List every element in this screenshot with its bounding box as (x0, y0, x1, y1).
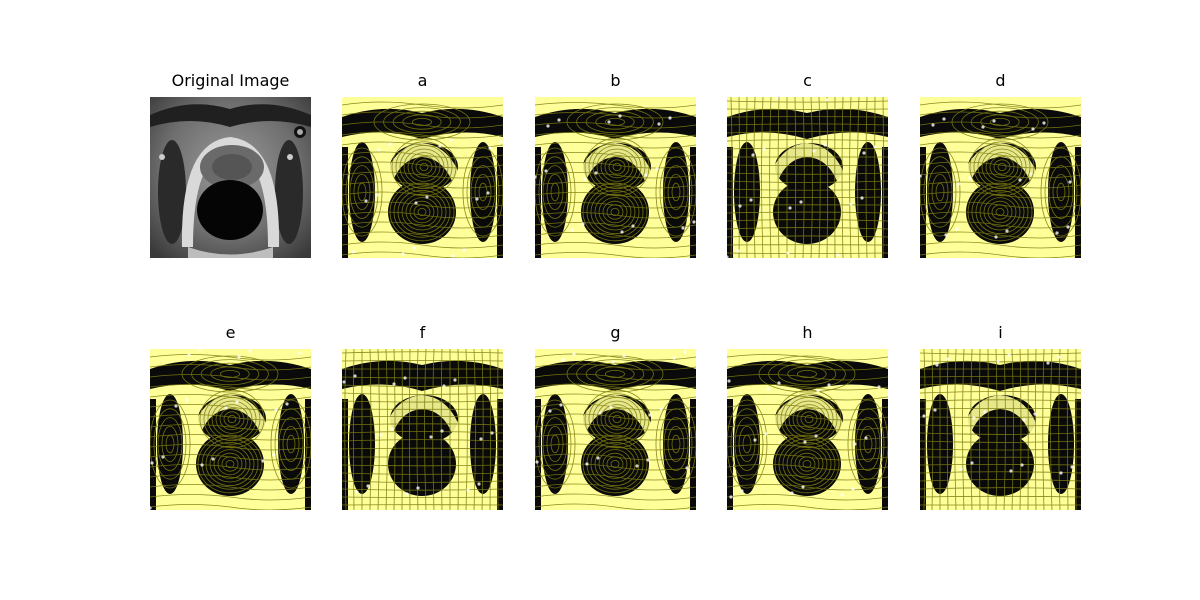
deformation-overlay-a (342, 97, 503, 258)
panel-title-h: h (802, 323, 813, 342)
panel-title-i: i (998, 323, 1003, 342)
panel-title-e: e (225, 323, 236, 342)
panel-title-c: c (803, 71, 812, 90)
deformation-overlay-h (727, 349, 888, 510)
panel-d: d (920, 71, 1081, 258)
panel-title-d: d (995, 71, 1006, 90)
deformation-overlay-c (727, 97, 888, 258)
panel-title-a: a (417, 71, 428, 90)
panel-f: f (342, 323, 503, 510)
deformation-overlay-i (920, 349, 1081, 510)
deformation-overlay-f (342, 349, 503, 510)
deformation-overlay-e (150, 349, 311, 510)
panel-g: g (535, 323, 696, 510)
panel-i: i (920, 323, 1081, 510)
panel-title-f: f (419, 323, 426, 342)
panel-title-b: b (610, 71, 621, 90)
panel-e: e (150, 323, 311, 510)
deformation-overlay-d (920, 97, 1081, 258)
deformation-overlay-g (535, 349, 696, 510)
panel-original: Original Image (150, 71, 311, 258)
original-mri-image (150, 97, 311, 258)
panel-h: h (727, 323, 888, 510)
panel-title-original: Original Image (171, 71, 290, 90)
panel-title-g: g (610, 323, 621, 342)
panel-b: b (535, 71, 696, 258)
panel-c: c (727, 71, 888, 258)
panel-a: a (342, 71, 503, 258)
deformation-overlay-b (535, 97, 696, 258)
